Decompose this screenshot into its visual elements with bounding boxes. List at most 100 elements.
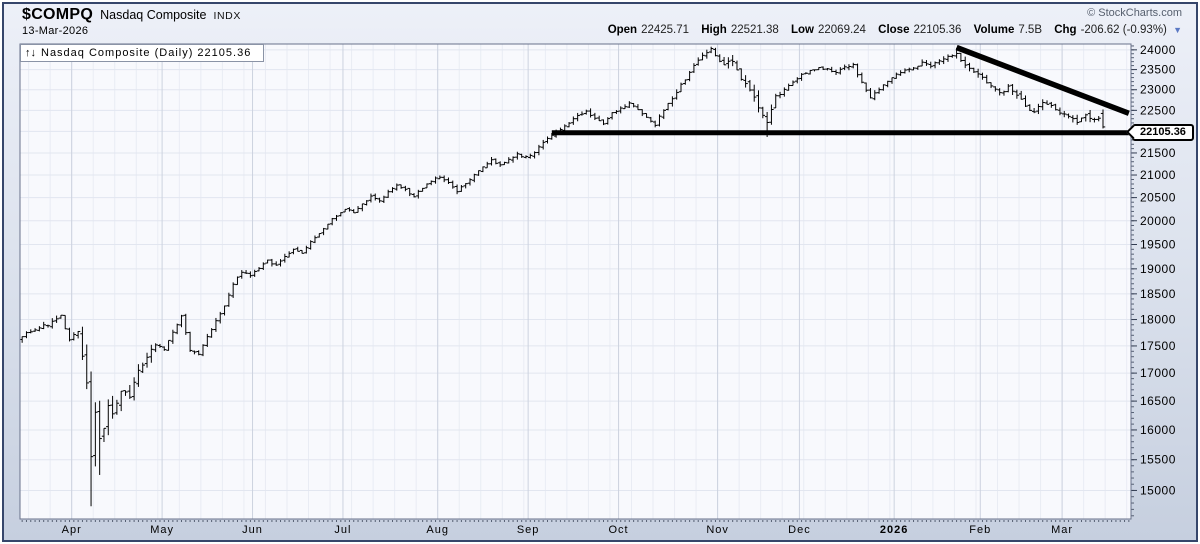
ohlc-bar — [859, 72, 865, 84]
ohlc-bar — [967, 62, 972, 72]
ohlc-bar — [696, 57, 701, 66]
ohlc-bar — [377, 197, 382, 203]
ohlc-bar — [75, 330, 81, 339]
x-axis-label: 2026 — [880, 524, 908, 536]
ohlc-bar — [28, 329, 33, 334]
ohlc-bar — [932, 61, 938, 69]
ohlc-bar — [846, 64, 852, 71]
ohlc-bar — [93, 402, 98, 467]
ohlc-bar — [127, 384, 133, 399]
ohlc-bar — [980, 72, 985, 80]
ohlc-bar — [618, 106, 623, 114]
ohlc-bar — [472, 173, 477, 183]
ohlc-bar — [648, 116, 654, 123]
ohlc-bar — [265, 259, 270, 264]
ohlc-bar — [347, 207, 352, 212]
ohlc-bar — [368, 193, 374, 203]
ohlc-bar — [497, 161, 503, 167]
ohlc-bar — [308, 240, 313, 250]
ohlc-bar — [420, 187, 425, 192]
x-axis-label: Oct — [608, 524, 628, 536]
ohlc-bar — [760, 106, 766, 119]
ohlc-bar — [256, 267, 262, 272]
change-down-arrow-icon[interactable]: ▼ — [1173, 25, 1182, 35]
descending-resistance-trendline — [955, 44, 1130, 116]
y-axis-label: 23500 — [1140, 63, 1176, 77]
ohlc-bar — [640, 109, 645, 117]
ohlc-bar — [489, 156, 494, 166]
ohlc-bar — [278, 259, 283, 267]
ohlc-bar — [902, 68, 908, 74]
ohlc-bar — [459, 185, 464, 192]
ohlc-bar — [752, 84, 757, 102]
price-chart-svg: Apr May Jun Jul Aug Sep Oct Nov Dec 2026 Feb Mar 150… — [19, 43, 1176, 536]
ohlc-bar — [803, 72, 809, 75]
ohlc-bar — [596, 115, 602, 122]
ohlc-bar — [1079, 117, 1084, 123]
chart-date: 13-Mar-2026 — [22, 25, 89, 37]
ohlc-bar — [786, 83, 791, 91]
ohlc-bar — [928, 61, 933, 69]
ohlc-bar — [919, 59, 925, 67]
ohlc-bar — [45, 324, 51, 328]
ohlc-bar — [1083, 113, 1088, 122]
exchange-label: INDX — [213, 10, 241, 22]
y-axis-label: 19000 — [1140, 262, 1176, 276]
ohlc-bar — [855, 63, 860, 78]
ohlc-bar — [1100, 109, 1106, 129]
ohlc-bar — [454, 184, 460, 195]
y-axis-label: 20000 — [1140, 214, 1176, 228]
ohlc-bar — [678, 82, 684, 93]
ohlc-bar — [200, 344, 206, 357]
ohlc-bar — [463, 183, 468, 189]
y-axis-label: 18000 — [1140, 313, 1176, 327]
ohlc-bar — [1087, 109, 1093, 123]
ohlc-bar — [360, 203, 365, 212]
high-value: 22521.38 — [730, 24, 779, 36]
chart-legend-box: ↑↓ Nasdaq Composite (Daily) 22105.36 — [20, 44, 265, 62]
ohlc-bar — [993, 86, 998, 92]
y-axis-label: 20500 — [1140, 191, 1176, 205]
ohlc-bar — [407, 187, 412, 197]
header-title: $COMPQ Nasdaq Composite INDX — [22, 6, 241, 24]
ohlc-bar — [627, 101, 632, 109]
ohlc-bar — [446, 177, 451, 185]
ohlc-bar — [274, 261, 279, 266]
ohlc-bar — [110, 395, 115, 419]
ohlc-bar — [291, 248, 296, 255]
ohlc-bar — [67, 327, 72, 342]
ohlc-bar — [756, 90, 761, 113]
ohlc-bar — [24, 331, 29, 339]
y-axis-label: 23000 — [1140, 83, 1176, 97]
ohlc-bar — [433, 176, 438, 184]
updown-arrows-icon[interactable]: ↑↓ — [25, 47, 36, 59]
ohlc-bar — [429, 180, 434, 186]
x-axis-label: Mar — [1051, 524, 1073, 536]
ohlc-bar — [601, 119, 606, 126]
ohlc-bar — [321, 227, 326, 236]
ohlc-bar — [205, 333, 210, 347]
last-price-tag: 22105.36 — [1132, 123, 1194, 141]
y-axis-label: 21500 — [1140, 146, 1176, 160]
ohlc-bar — [812, 69, 817, 72]
x-axis-label: May — [150, 524, 174, 536]
ohlc-bar — [584, 109, 589, 115]
ohlc-bar — [885, 80, 890, 88]
ohlc-bar — [230, 282, 236, 298]
ohlc-bar — [394, 183, 399, 191]
ohlc-bar — [144, 352, 150, 368]
plot-border — [19, 43, 1132, 520]
y-axis-label: 15000 — [1140, 483, 1176, 497]
ohlc-bar — [515, 151, 520, 160]
ohlc-bar — [373, 193, 378, 201]
ohlc-bar — [1006, 84, 1011, 93]
ohlc-bar — [868, 88, 873, 99]
ohlc-bar — [1018, 90, 1024, 100]
ohlc-bar — [622, 104, 628, 110]
x-axis-label: Nov — [706, 524, 729, 536]
ohlc-bar — [644, 112, 649, 118]
open-label: Open — [607, 24, 638, 36]
ohlc-bar — [713, 47, 718, 57]
volume-value: 7.5B — [1018, 24, 1043, 36]
ohlc-bar — [261, 262, 266, 271]
